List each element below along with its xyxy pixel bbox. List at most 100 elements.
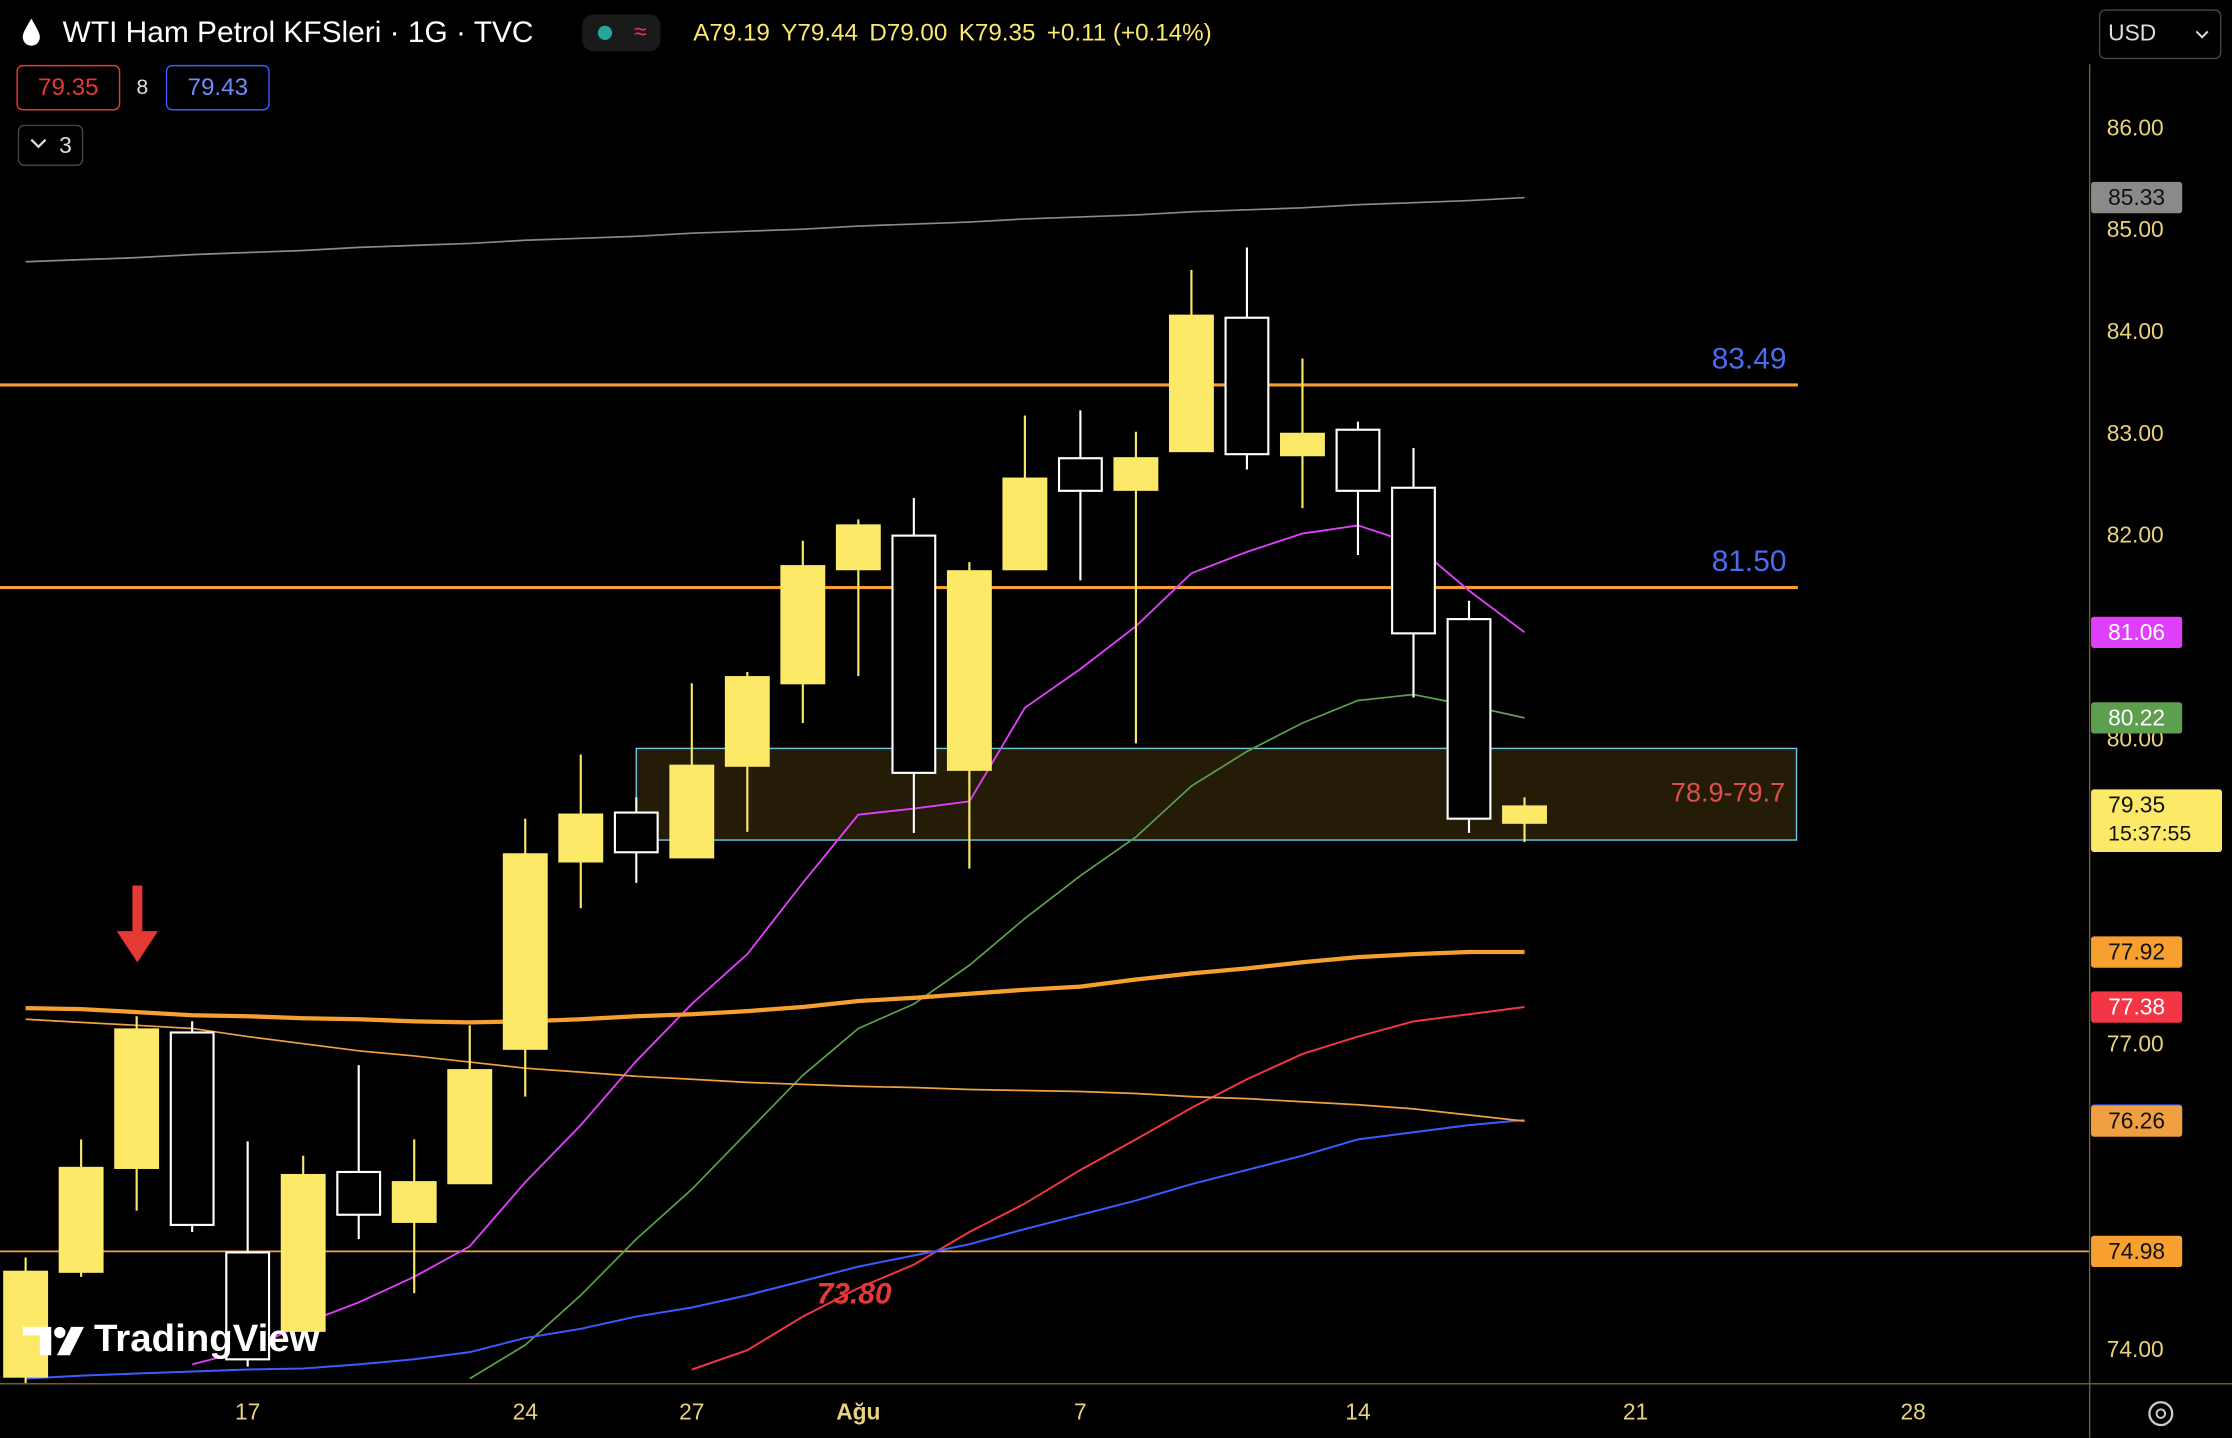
watermark-text: TradingView — [94, 1317, 320, 1360]
currency-chevron — [2195, 30, 2209, 39]
candle-body — [114, 1028, 160, 1169]
price-badge-label: 81.06 — [2108, 619, 2165, 645]
annotation: 73.80 — [817, 1277, 892, 1310]
ohlc-high: Y79.44 — [781, 20, 858, 47]
last-price: 79.35 — [2108, 791, 2165, 817]
symbol-title: WTI Ham Petrol KFSleri · 1G · TVC — [63, 16, 534, 49]
arrow-shaft — [132, 885, 143, 937]
candle-body — [780, 565, 826, 685]
x-tick-label: 24 — [513, 1399, 538, 1425]
price-badge-label: 85.33 — [2108, 184, 2165, 210]
candle-body — [1446, 618, 1492, 820]
logo-mark — [22, 1326, 52, 1356]
watermark: TradingView — [22, 1317, 320, 1360]
countdown: 15:37:55 — [2108, 822, 2191, 846]
ohlc-low: D79.00 — [869, 20, 947, 47]
candle-body — [1280, 432, 1325, 457]
market-open-dot — [597, 25, 613, 41]
price-badge — [2091, 1235, 2183, 1268]
price-badge-label: 74.98 — [2108, 1238, 2165, 1264]
candle-body — [724, 676, 770, 767]
currency[interactable]: USD — [2108, 19, 2156, 45]
candle-body — [669, 764, 715, 859]
candle-body — [3, 1270, 49, 1378]
candle-body — [613, 811, 659, 854]
x-tick-label: 28 — [1900, 1399, 1925, 1425]
price-badge-label: 76.26 — [2108, 1108, 2165, 1134]
x-tick-label: 21 — [1623, 1399, 1648, 1425]
currency-select[interactable] — [2098, 9, 2222, 60]
indicator-line — [691, 1005, 1525, 1371]
candle-body — [946, 570, 992, 771]
price-badge-label: 80.22 — [2108, 704, 2165, 730]
price-badge — [2091, 991, 2183, 1023]
y-tick-label: 85.00 — [2107, 216, 2164, 242]
y-tick-label: 86.00 — [2107, 114, 2164, 140]
candle-body — [1057, 457, 1103, 492]
status-badge — [582, 14, 661, 52]
x-tick-label: 7 — [1074, 1399, 1087, 1425]
buy-button[interactable] — [165, 64, 270, 111]
level-label: 83.49 — [1712, 343, 1787, 376]
candle-body — [835, 524, 881, 571]
price-badge-label: 77.38 — [2108, 993, 2165, 1019]
y-tick-label: 83.00 — [2107, 420, 2164, 446]
symbol-icon — [22, 18, 40, 46]
spread: 8 — [136, 75, 148, 99]
indicator-line — [25, 1018, 1525, 1122]
y-tick-label: 77.00 — [2107, 1031, 2164, 1057]
price-badge — [2091, 181, 2183, 214]
ohlc: A79.19 Y79.44 D79.00 K79.35 +0.11 (+0.14%) — [693, 20, 1212, 47]
candle-body — [1335, 428, 1381, 492]
delayed-icon: ≈ — [634, 18, 647, 44]
last-price-badge — [2091, 789, 2223, 853]
candle-body — [1002, 477, 1048, 571]
level-label: 81.50 — [1712, 545, 1787, 578]
candle-body — [391, 1181, 437, 1223]
candle-body — [1502, 805, 1547, 824]
x-tick-label: Ağu — [836, 1399, 880, 1425]
candle-body — [558, 813, 604, 863]
indicator-line — [25, 1118, 1525, 1380]
x-tick-label: 14 — [1345, 1399, 1370, 1425]
y-tick-label: 84.00 — [2107, 318, 2164, 344]
candle-body — [1224, 316, 1270, 456]
indicator-line — [25, 949, 1525, 1025]
candle-body — [447, 1069, 493, 1185]
ohlc-change: +0.11 (+0.14%) — [1047, 20, 1212, 47]
price-badge — [2091, 616, 2183, 649]
indicators-toggle[interactable] — [17, 124, 84, 166]
settings-icon-core — [2155, 1408, 2167, 1419]
candle-body — [1168, 314, 1214, 453]
y-tick-label: 74.00 — [2107, 1336, 2164, 1362]
zone — [635, 747, 1798, 841]
candle-body — [336, 1170, 382, 1216]
y-tick-label: 82.00 — [2107, 522, 2164, 548]
indicators-count[interactable]: 3 — [59, 132, 72, 158]
candle-body — [891, 534, 937, 774]
candle-body — [169, 1031, 215, 1226]
chevron — [30, 138, 47, 149]
price-badge — [2091, 702, 2183, 734]
candle-body — [502, 853, 548, 1050]
candle-body — [1391, 486, 1436, 635]
plot-area — [0, 196, 2090, 1384]
x-tick-label: 17 — [235, 1399, 260, 1425]
arrow-head — [116, 931, 159, 963]
logo-slash — [56, 1326, 84, 1356]
candle-body — [1113, 457, 1159, 491]
candle-body — [225, 1251, 271, 1361]
logo-dot — [54, 1326, 66, 1339]
ohlc-open: A79.19 — [693, 20, 770, 47]
x-tick-label: 27 — [679, 1399, 704, 1425]
buy-price[interactable]: 79.43 — [188, 74, 249, 101]
sell-price[interactable]: 79.35 — [38, 74, 99, 101]
sell-button[interactable] — [16, 64, 121, 111]
zone-label: 78.9-79.7 — [1671, 777, 1785, 807]
candle-body — [58, 1166, 104, 1273]
ohlc-close: K79.35 — [959, 20, 1036, 47]
candle-body — [280, 1173, 326, 1332]
settings-icon[interactable] — [2148, 1401, 2174, 1427]
